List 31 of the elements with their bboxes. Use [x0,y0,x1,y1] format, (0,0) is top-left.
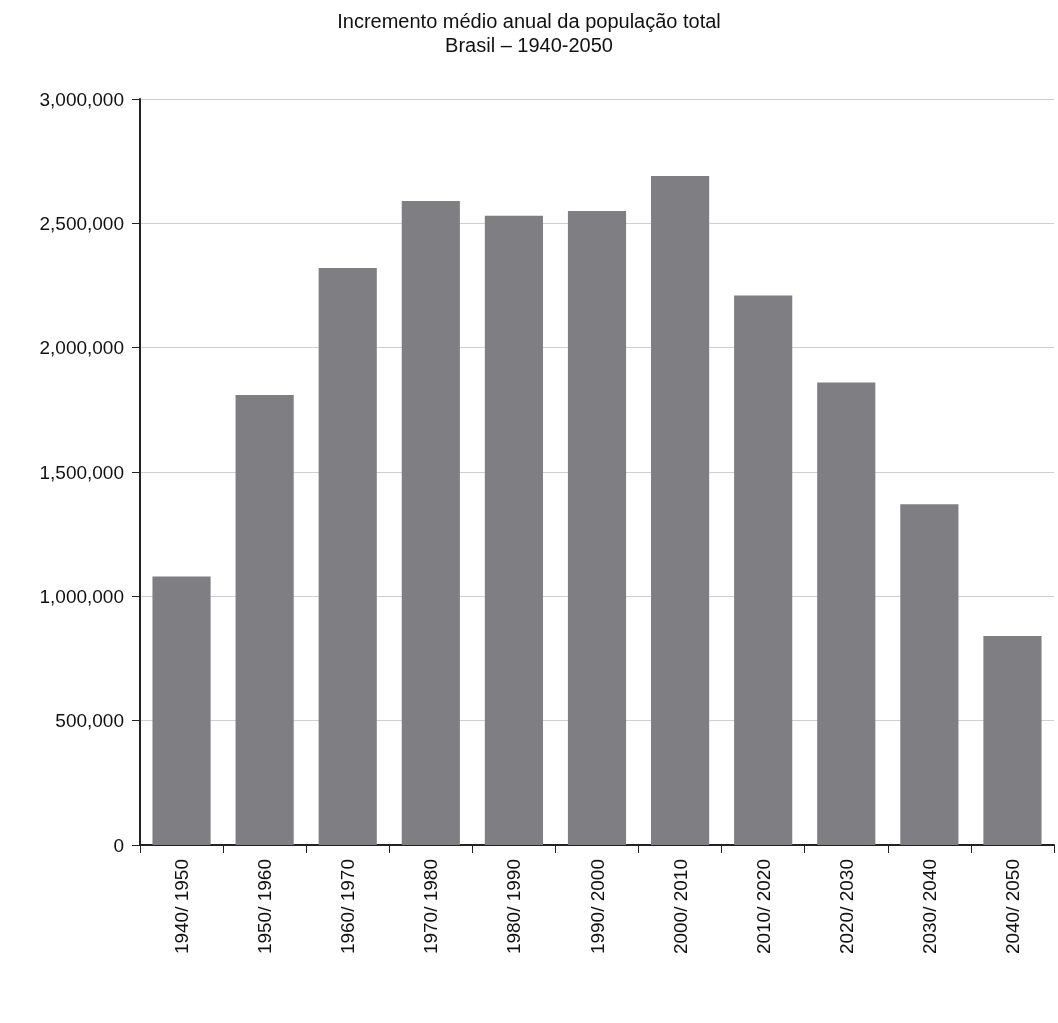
y-tick-label: 3,000,000 [39,88,124,110]
bar [152,576,211,845]
chart-subtitle: Brasil – 1940-2050 [445,34,613,56]
bar [401,200,460,845]
bar [651,176,710,845]
bar [567,210,627,845]
x-tick-label: 1980/ 1990 [503,859,525,955]
y-tick-label: 2,000,000 [39,337,124,359]
bar [484,215,543,845]
x-tick-label: 1960/ 1970 [337,859,359,955]
bar [734,295,793,845]
bar [817,382,876,845]
x-tick-label: 1940/ 1950 [171,859,193,955]
x-tick-label: 1990/ 2000 [586,859,608,955]
x-tick-label: 2020/ 2030 [835,859,857,955]
y-tick-label: 0 [113,834,124,856]
y-tick-label: 2,500,000 [39,212,124,234]
chart-title: Incremento médio anual da população total [337,10,721,32]
x-tick-label: 1950/ 1960 [254,859,276,955]
y-tick-label: 1,500,000 [39,461,124,483]
x-tick-label: 1970/ 1980 [420,859,442,955]
x-tick-label: 2000/ 2010 [669,859,691,955]
x-tick-label: 2030/ 2040 [918,859,940,955]
bar [318,268,377,845]
bar [900,504,959,845]
bar [235,394,294,845]
x-tick-label: 2040/ 2050 [1001,859,1023,955]
x-tick-label: 2010/ 2020 [752,859,774,955]
bar [983,636,1042,845]
y-tick-label: 500,000 [55,710,124,732]
y-tick-label: 1,000,000 [39,585,124,607]
